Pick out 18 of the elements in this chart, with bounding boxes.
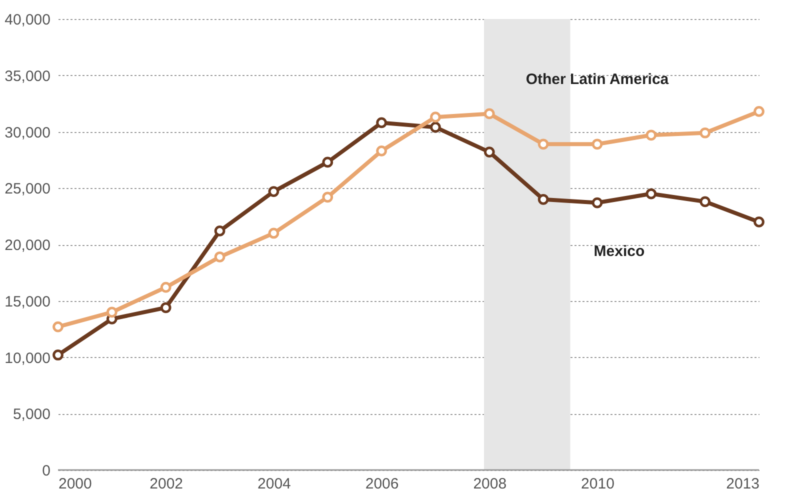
x-tick-label: 2002 [150, 476, 184, 492]
text: Mexico [594, 242, 645, 260]
x-tick-label: 2000 [58, 476, 92, 492]
y-tick-label: 5,000 [12, 406, 50, 424]
y-tick-label: 35,000 [4, 68, 50, 85]
y-tick-label: 10,000 [4, 350, 50, 367]
y-tick-label: 40,000 [4, 12, 50, 28]
x-tick-label: 2006 [365, 476, 399, 492]
y-tick-label: 15,000 [4, 293, 50, 310]
text: Other Latin America [526, 71, 670, 88]
x-tick-label: 2010 [581, 476, 614, 492]
y-tick-label: 25,000 [4, 180, 50, 198]
y-tick-label: 0 [42, 462, 50, 480]
y-tick-label: 30,000 [4, 124, 50, 142]
x-tick-label: 2008 [473, 476, 507, 492]
y-tick-label: 20,000 [4, 237, 50, 254]
x-tick-label: 2013 [726, 476, 760, 492]
x-tick-label: 2004 [258, 476, 291, 492]
